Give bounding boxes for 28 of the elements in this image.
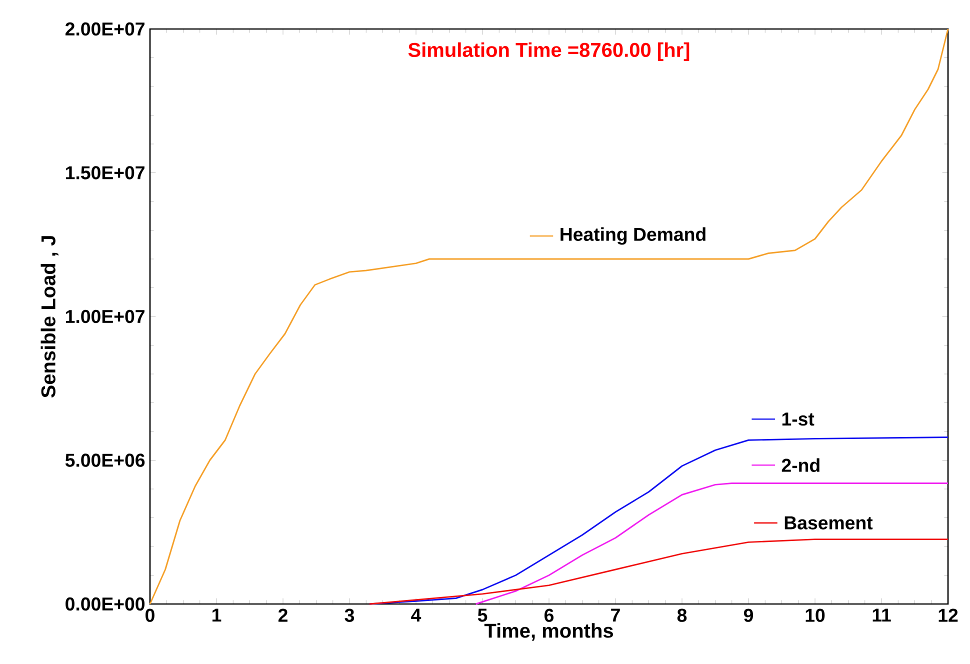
line-series [368,538,949,605]
line-series [149,28,949,605]
legend-label: 1-st [782,412,814,426]
y-axis-title: Sensible Load , J [40,236,58,398]
legend-label: 2-nd [782,458,820,472]
x-tick-label: 12 [938,608,958,622]
y-tick-label: 5.00E+06 [65,454,145,467]
x-tick-label: 4 [411,608,422,622]
legend-label: Basement [784,516,873,530]
x-tick-label: 8 [677,608,687,622]
y-tick-label: 1.50E+07 [66,166,144,180]
x-tick-label: 2 [278,608,288,622]
x-tick-label: 9 [744,608,754,622]
x-tick-label: 3 [344,608,354,622]
x-tick-label: 0 [146,608,154,622]
annotation: Simulation Time =8760.00 [hr] [408,42,690,61]
y-tick-label: 2.00E+07 [65,22,144,36]
x-tick-label: 7 [611,608,620,622]
x-tick-label: 5 [478,608,488,622]
legend-label: Heating Demand [560,227,706,245]
x-axis-title: Time, months [484,623,613,641]
line-series [475,482,949,605]
x-tick-label: 6 [544,608,554,622]
x-tick-label: 1 [212,608,222,622]
y-tick-label: 0.00E+00 [66,597,145,611]
y-tick-label: 1.00E+07 [66,310,144,324]
x-tick-label: 10 [806,608,825,622]
x-tick-label: 11 [872,608,891,622]
